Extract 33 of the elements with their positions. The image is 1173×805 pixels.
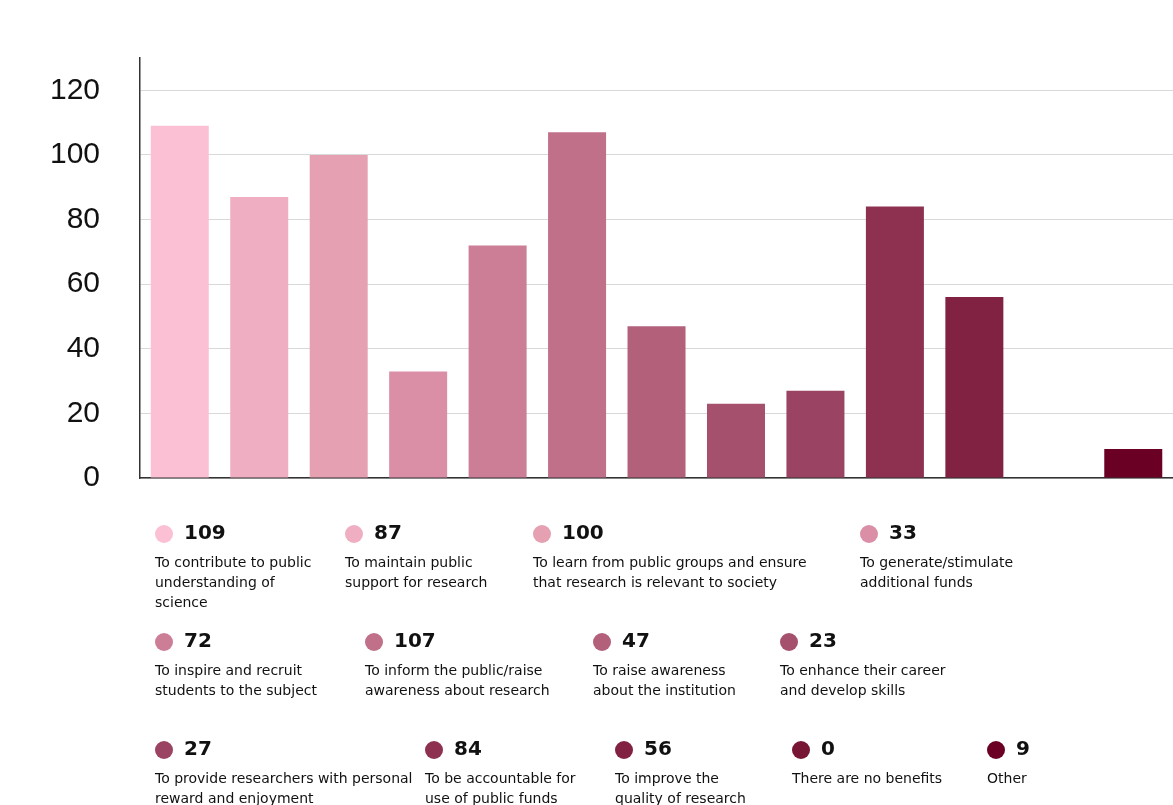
text: 87	[374, 520, 402, 545]
legend-label: Other	[987, 769, 1027, 786]
legend-label: To contribute to public understanding of science	[154, 553, 312, 610]
text: 84	[454, 736, 482, 761]
text: 107	[394, 628, 436, 653]
text: 33	[889, 520, 917, 545]
legend-label: To inform the public/raise awareness about research	[364, 661, 550, 698]
text: 109	[184, 520, 226, 545]
y-tick-label: 20	[66, 394, 101, 428]
text: 0	[821, 736, 835, 761]
legend-label: To maintain public support for research	[344, 553, 488, 590]
legend-label: There are no benefits	[791, 769, 943, 786]
legend-label: To generate/stimulate additional funds	[859, 553, 1014, 590]
y-tick-label: 60	[66, 265, 101, 299]
legend-label: To enhance their career and develop skills	[779, 661, 946, 698]
y-tick-label: 0	[83, 459, 101, 493]
text: 100	[562, 520, 604, 545]
text: 47	[622, 628, 650, 653]
text: 72	[184, 628, 212, 653]
text: 27	[184, 736, 212, 761]
text: 23	[809, 628, 837, 653]
legend-label: To learn from public groups and ensure that research is relevant to society	[532, 553, 807, 590]
legend-label: To improve the quality of research	[614, 769, 746, 805]
y-tick-label: 120	[49, 71, 101, 105]
text: 9	[1016, 736, 1030, 761]
y-tick-label: 80	[66, 200, 101, 234]
legend-label: To raise awareness about the institution	[592, 661, 736, 698]
legend-label: To provide researchers with personal reward and enjoyment	[154, 769, 413, 805]
legend-label: To inspire and recruit students to the subject	[154, 661, 318, 698]
y-tick-label: 100	[49, 136, 101, 170]
legend-label: To be accountable for use of public funds	[424, 769, 576, 805]
y-tick-label: 40	[66, 330, 101, 364]
text: 56	[644, 736, 672, 761]
